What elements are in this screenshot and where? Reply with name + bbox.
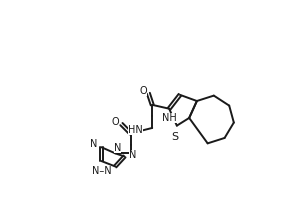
Text: O: O <box>139 86 147 96</box>
Text: N: N <box>129 150 137 160</box>
Text: N: N <box>114 143 121 153</box>
Text: O: O <box>111 117 119 127</box>
Text: N: N <box>90 139 98 149</box>
Text: S: S <box>172 132 179 142</box>
Text: N–N: N–N <box>92 166 111 176</box>
Text: HN: HN <box>128 125 143 135</box>
Text: NH: NH <box>162 113 177 123</box>
